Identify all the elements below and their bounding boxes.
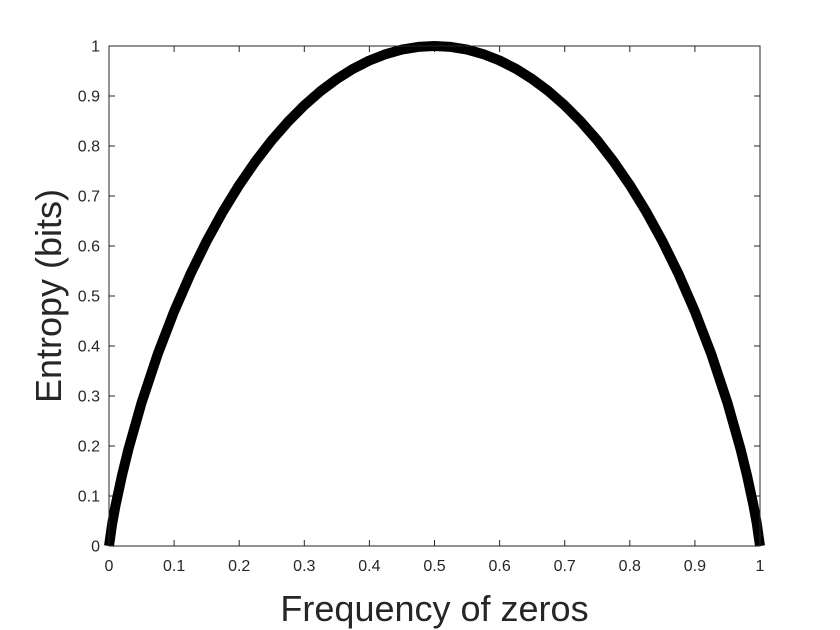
y-tick-label: 0.9: [78, 89, 100, 106]
x-tick-label: 0.2: [228, 558, 250, 575]
y-tick-label: 0.1: [78, 489, 100, 506]
y-tick-label: 0.7: [78, 189, 100, 206]
y-tick-label: 0.2: [78, 439, 100, 456]
y-tick-label: 0.4: [78, 339, 100, 356]
x-tick-label: 1: [756, 558, 765, 575]
y-tick-label: 0.5: [78, 289, 100, 306]
y-axis-title: Entropy (bits): [28, 189, 69, 403]
axes-box: [108, 45, 761, 547]
x-tick-label: 0.8: [619, 558, 641, 575]
x-tick-label: 0.7: [554, 558, 576, 575]
y-tick-label: 0.3: [78, 389, 100, 406]
x-tick-label: 0.6: [488, 558, 510, 575]
x-tick-label: 0.5: [423, 558, 445, 575]
y-tick-label: 0.8: [78, 139, 100, 156]
plot-area-background: [109, 46, 760, 546]
y-tick-label: 1: [91, 39, 100, 56]
y-tick-label: 0.6: [78, 239, 100, 256]
x-tick-label: 0.1: [163, 558, 185, 575]
x-tick-label: 0.9: [684, 558, 706, 575]
y-tick-labels: 0 0.1 0.2 0.3 0.4 0.5 0.6 0.7 0.8 0.9 1: [78, 39, 100, 556]
x-tick-label: 0: [105, 558, 114, 575]
x-tick-label: 0.3: [293, 558, 315, 575]
y-tick-label: 0: [91, 539, 100, 556]
x-tick-label: 0.4: [358, 558, 380, 575]
x-axis-title: Frequency of zeros: [280, 588, 588, 629]
x-tick-labels: 0 0.1 0.2 0.3 0.4 0.5 0.6 0.7 0.8 0.9 1: [105, 558, 765, 575]
